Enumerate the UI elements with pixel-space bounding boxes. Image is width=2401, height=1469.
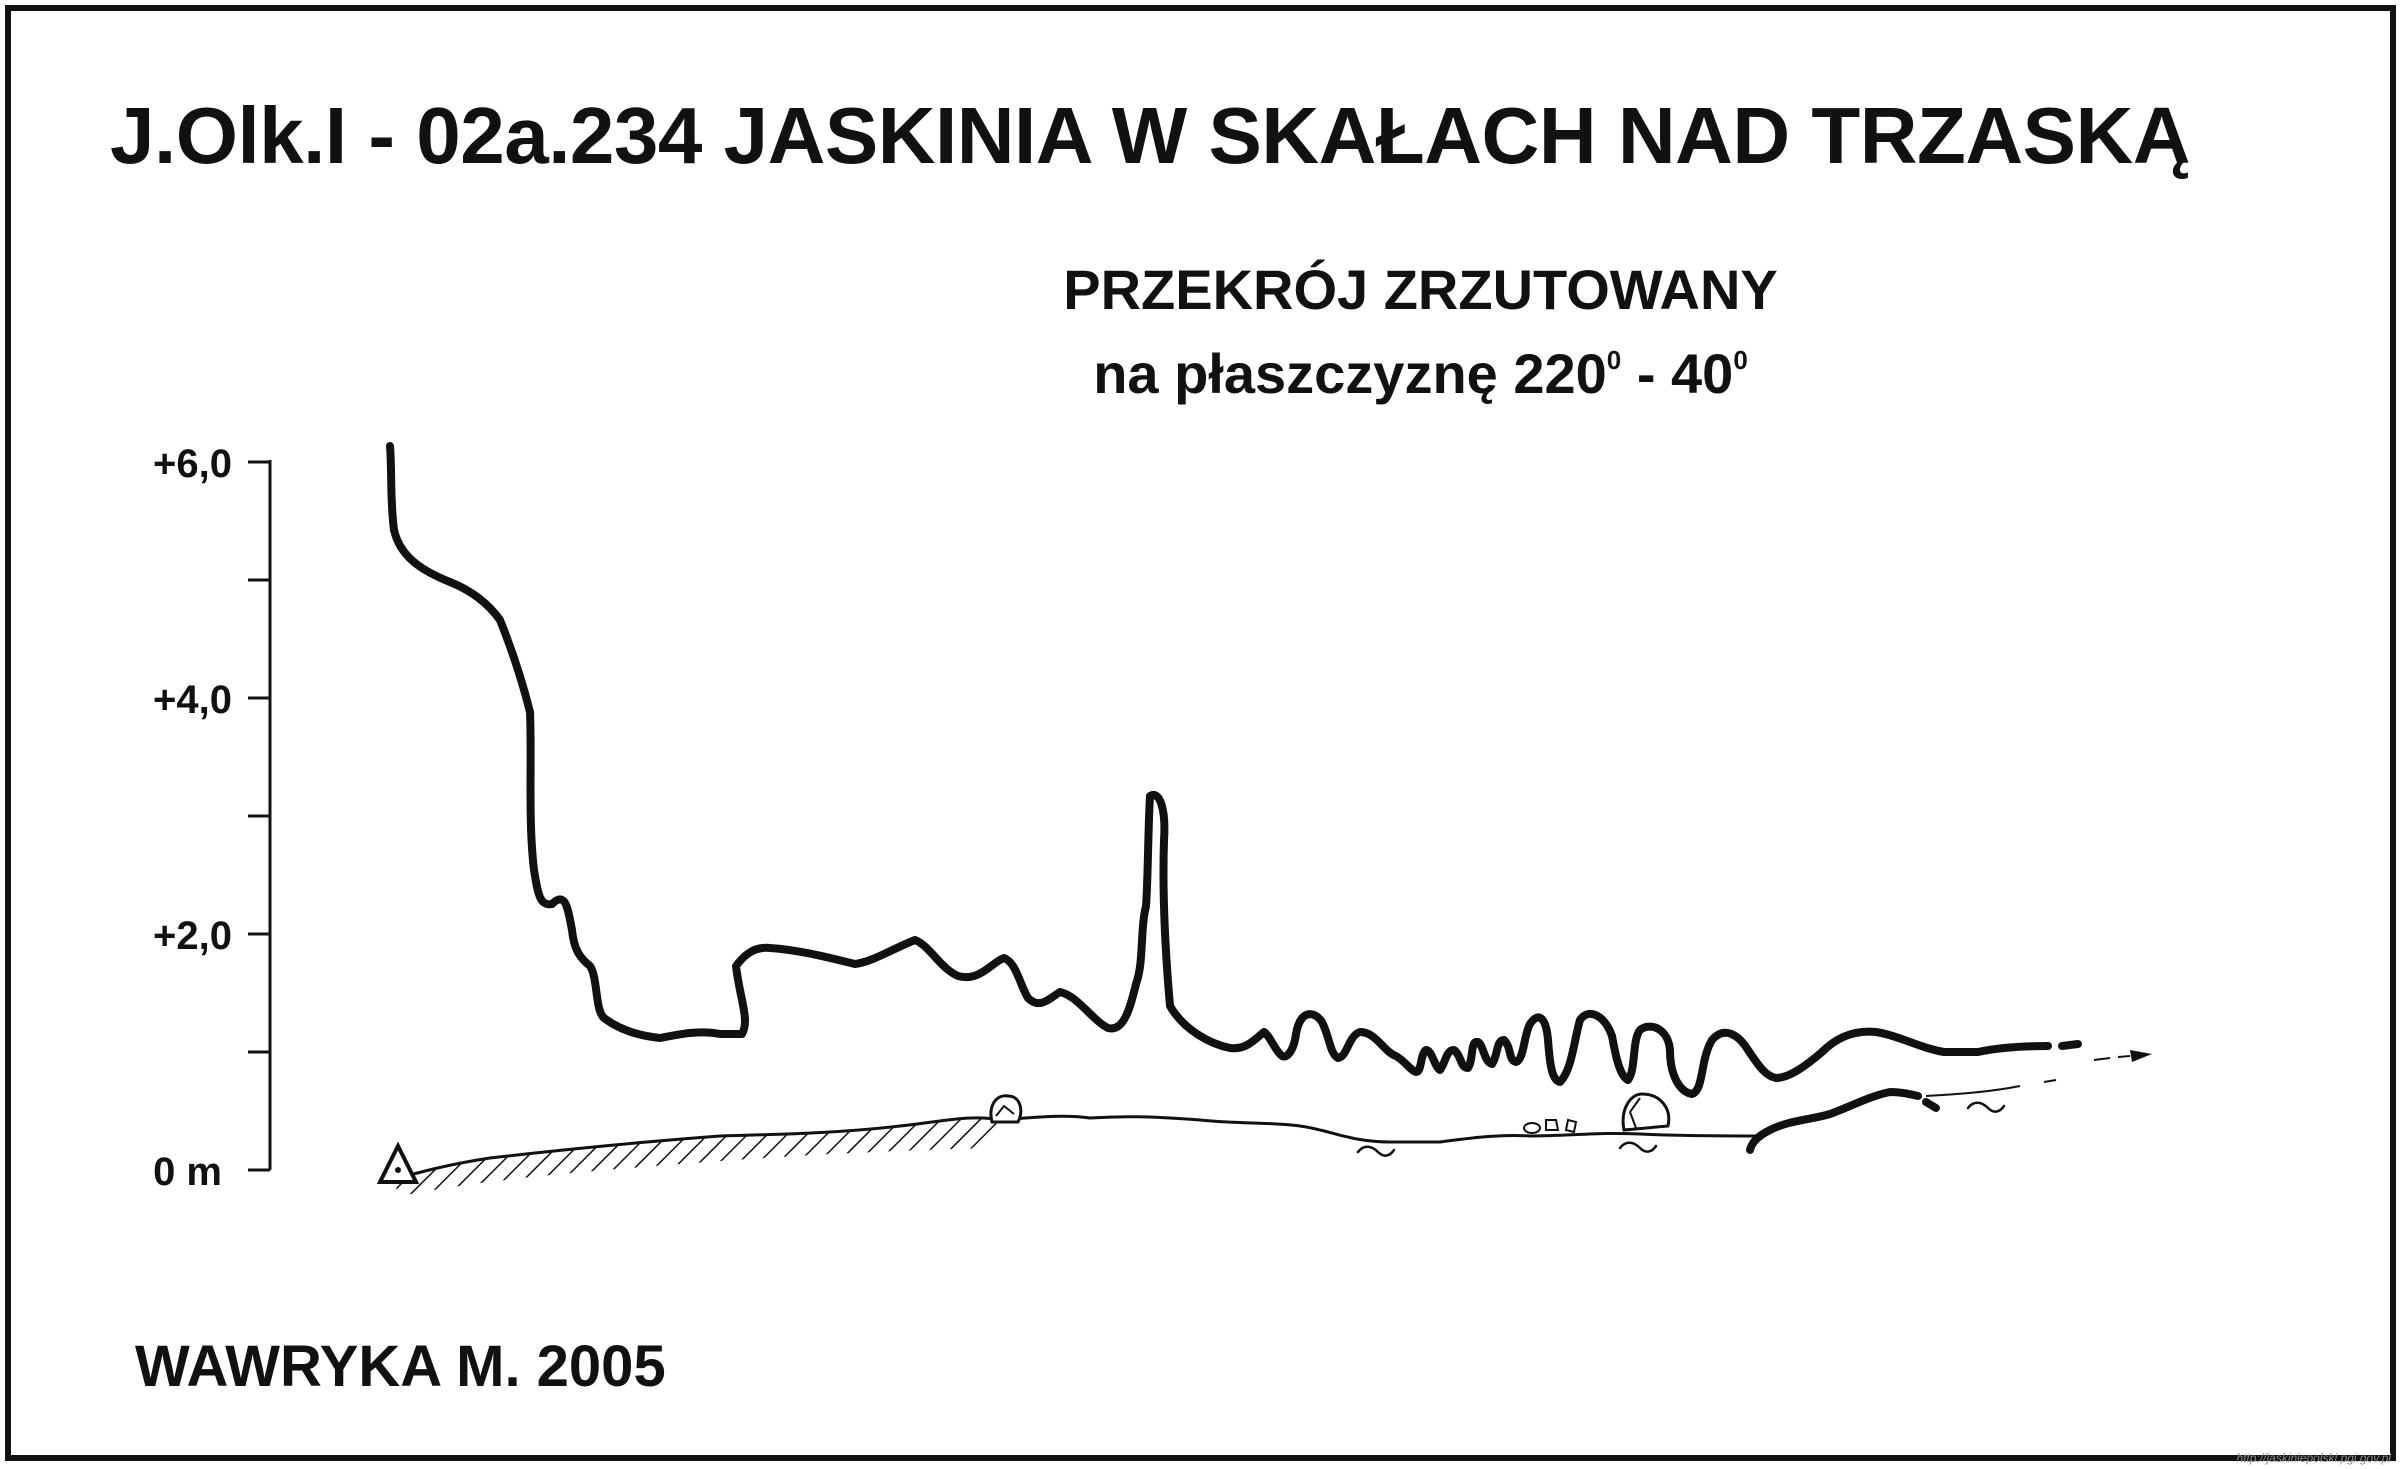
second-entrance-floor-dash: [1922, 1098, 1940, 1112]
water-tilde-icon: [1966, 1101, 2006, 1113]
second-entrance-floor-line: [1746, 1087, 1922, 1154]
entrance-talus-hatching: [392, 1117, 1000, 1196]
second-entrance-floor-thin: [1925, 1079, 2057, 1097]
cave-ceiling-line: [386, 442, 2052, 1098]
datum-triangle-icon: [376, 1141, 420, 1184]
scale-label-zero: 0 m: [153, 1150, 222, 1194]
water-tilde-icon: [1618, 1141, 1658, 1153]
boulder-icon: [1621, 1092, 1671, 1132]
author-credit: WAWRYKA M. 2005: [135, 1334, 666, 1399]
direction-arrow-icon: [2093, 1050, 2152, 1062]
boulder-icon: [989, 1094, 1023, 1124]
scale-label-upper: +4,0: [153, 678, 232, 722]
projection-plane-subtitle: na płaszczyznę 2200 - 400: [0, 346, 2401, 402]
page-title: J.Olk.I - 02a.234 JASKINIA W SKAŁACH NAD…: [110, 91, 2191, 180]
projection-text: na płaszczyznę 220: [1093, 342, 1607, 405]
ceiling-dashed-continuation: [2058, 1040, 2082, 1050]
pebbles-icon: [1523, 1118, 1578, 1134]
vertical-scale: [248, 460, 272, 1172]
source-watermark: http://jaskiniepolski.pgi.gov.pl: [2236, 1451, 2391, 1465]
degree-sup-1: 0: [1606, 345, 1622, 375]
section-type-subtitle: PRZEKRÓJ ZRZUTOWANY: [1063, 258, 1778, 321]
scale-label-top: +6,0: [153, 442, 232, 486]
projection-mid: - 40: [1621, 342, 1734, 405]
scale-label-middle: +2,0: [153, 914, 232, 958]
water-tilde-icon: [1356, 1145, 1396, 1157]
degree-sup-2: 0: [1733, 345, 1748, 375]
drawing-border: [5, 5, 2396, 1461]
